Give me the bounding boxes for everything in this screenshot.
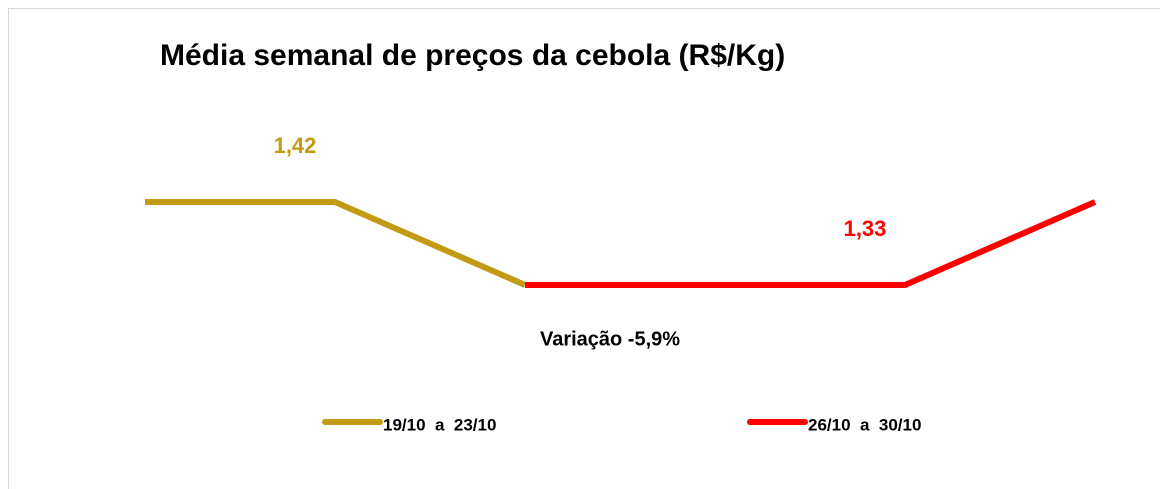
chart-frame [8, 8, 1160, 489]
annotation: Variação -5,9% [540, 328, 680, 350]
chart-title: Média semanal de preços da cebola (R$/Kg… [160, 39, 785, 72]
line-series [525, 199, 1097, 288]
data-label: 1,33 [844, 216, 887, 241]
legend-label: 26/10 a 30/10 [808, 415, 921, 434]
legend-label: 19/10 a 23/10 [383, 415, 496, 434]
line-series [145, 199, 527, 288]
data-label: 1,42 [274, 133, 317, 158]
